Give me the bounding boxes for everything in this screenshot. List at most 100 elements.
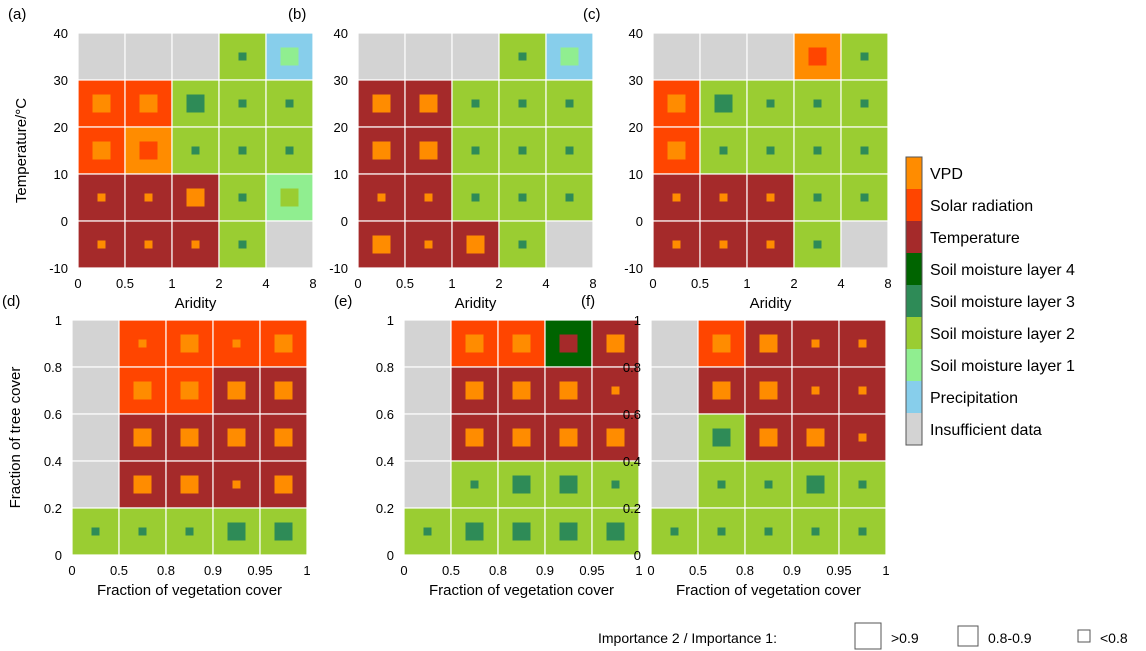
- importance-marker: [717, 527, 726, 536]
- importance-marker: [606, 428, 625, 447]
- importance-marker: [808, 47, 827, 66]
- heat-cell: [71, 366, 120, 415]
- x-tick-label: 0.5: [691, 276, 709, 291]
- heat-cell: [650, 413, 699, 462]
- importance-marker: [238, 193, 247, 202]
- panel-label: (d): [2, 293, 20, 310]
- importance-marker: [227, 522, 246, 541]
- heat-cell: [746, 32, 795, 81]
- importance-marker: [185, 527, 194, 536]
- heat-cell: [71, 413, 120, 462]
- y-tick-label: 10: [629, 167, 643, 182]
- panel-c: (c) 40 30 20 10 0 -10 0 0.5 1 2 4 8 Aridity: [583, 6, 892, 312]
- importance-marker: [811, 339, 820, 348]
- importance-marker: [227, 428, 246, 447]
- importance-marker: [465, 334, 484, 353]
- heat-cell: [403, 460, 452, 509]
- importance-marker: [559, 381, 578, 400]
- importance-marker: [466, 235, 485, 254]
- importance-marker: [97, 240, 106, 249]
- y-tick-label: 1: [387, 313, 394, 328]
- heat-cell: [498, 32, 547, 81]
- importance-marker: [92, 94, 111, 113]
- importance-marker: [133, 381, 152, 400]
- y-tick-label: 0: [634, 548, 641, 563]
- importance-marker: [766, 240, 775, 249]
- legend-swatch: [906, 221, 922, 253]
- importance-marker: [285, 146, 294, 155]
- importance-marker: [512, 428, 531, 447]
- heat-cell: [124, 32, 173, 81]
- importance-marker: [274, 381, 293, 400]
- importance-marker: [719, 193, 728, 202]
- x-axis-label: Fraction of vegetation cover: [97, 582, 282, 599]
- x-tick-label: 0.8: [157, 563, 175, 578]
- importance-marker: [766, 146, 775, 155]
- size-key-label: >0.9: [891, 630, 919, 646]
- heat-cell: [650, 366, 699, 415]
- y-tick-label: 40: [629, 26, 643, 41]
- importance-marker: [813, 193, 822, 202]
- x-tick-label: 0: [354, 276, 361, 291]
- x-tick-label: 1: [743, 276, 750, 291]
- legend-swatch: [906, 349, 922, 381]
- panel-label: (b): [288, 6, 306, 23]
- importance-marker: [766, 193, 775, 202]
- x-axis-label: Fraction of vegetation cover: [429, 582, 614, 599]
- importance-marker: [238, 146, 247, 155]
- importance-marker: [470, 480, 479, 489]
- heat-cell: [357, 32, 406, 81]
- y-tick-label: 0.8: [623, 360, 641, 375]
- importance-marker: [759, 334, 778, 353]
- importance-marker: [285, 99, 294, 108]
- importance-marker: [274, 522, 293, 541]
- importance-marker: [667, 94, 686, 113]
- importance-marker: [518, 52, 527, 61]
- x-tick-label: 2: [790, 276, 797, 291]
- panel-d: (d) 1 0.8 0.6 0.4 0.2 00 0.5 0.8 0.9 0.95 1 Fraction…: [2, 293, 311, 599]
- importance-marker: [144, 193, 153, 202]
- importance-marker: [133, 428, 152, 447]
- importance-marker: [512, 475, 531, 494]
- y-axis-label: Fraction of tree cover: [7, 367, 24, 509]
- importance-marker: [274, 334, 293, 353]
- importance-marker: [191, 146, 200, 155]
- x-tick-label: 1: [635, 563, 642, 578]
- importance-marker: [512, 381, 531, 400]
- importance-marker: [670, 527, 679, 536]
- x-tick-label: 8: [884, 276, 891, 291]
- heat-cell: [404, 32, 453, 81]
- x-tick-label: 0.95: [247, 563, 272, 578]
- importance-marker: [518, 240, 527, 249]
- x-tick-label: 0.8: [736, 563, 754, 578]
- heat-cell: [840, 220, 889, 269]
- importance-marker: [372, 141, 391, 160]
- importance-marker: [465, 428, 484, 447]
- importance-marker: [139, 141, 158, 160]
- importance-marker: [97, 193, 106, 202]
- importance-marker: [372, 235, 391, 254]
- importance-marker: [232, 480, 241, 489]
- x-tick-label: 0.5: [110, 563, 128, 578]
- importance-marker: [560, 47, 579, 66]
- heat-cell: [697, 366, 746, 415]
- y-tick-label: 20: [629, 120, 643, 135]
- importance-marker: [858, 480, 867, 489]
- y-tick-label: 40: [54, 26, 68, 41]
- importance-marker: [858, 433, 867, 442]
- x-tick-label: 0.9: [536, 563, 554, 578]
- importance-marker: [238, 52, 247, 61]
- importance-marker: [611, 386, 620, 395]
- importance-marker: [180, 428, 199, 447]
- legend-swatch: [906, 285, 922, 317]
- importance-marker: [91, 527, 100, 536]
- y-tick-label: 0.6: [623, 407, 641, 422]
- panel-label: (e): [334, 293, 352, 310]
- legend-frame: [905, 156, 923, 446]
- importance-marker: [512, 522, 531, 541]
- y-tick-label: 30: [334, 73, 348, 88]
- heat-cell: [171, 32, 220, 81]
- size-key-label: 0.8-0.9: [988, 630, 1032, 646]
- importance-marker: [813, 99, 822, 108]
- importance-marker: [180, 334, 199, 353]
